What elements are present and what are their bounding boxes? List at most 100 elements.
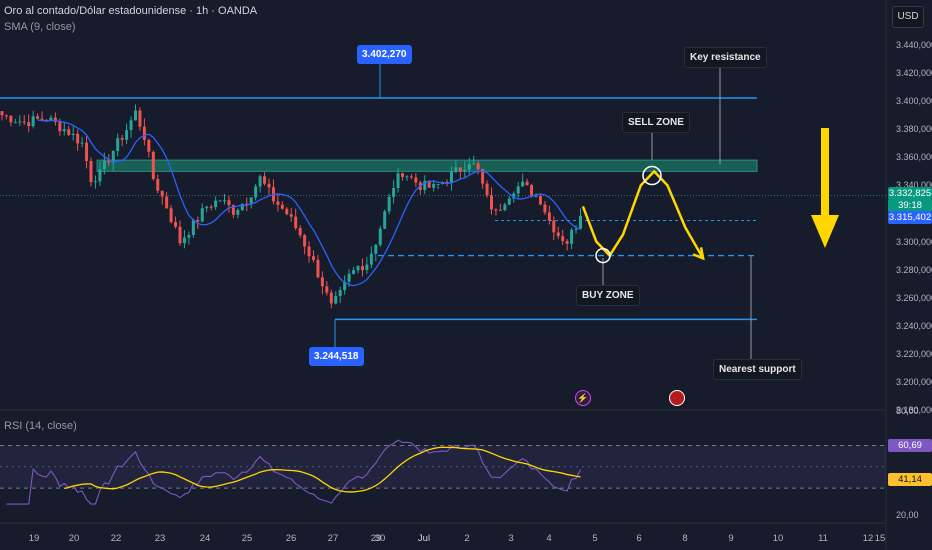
candle xyxy=(120,138,124,140)
rsi-axis-label: 20,00 xyxy=(896,510,919,520)
candle xyxy=(147,139,151,152)
candle xyxy=(254,186,258,198)
currency-button[interactable]: USD xyxy=(892,6,924,28)
candle xyxy=(458,167,462,172)
time-axis-label: 26 xyxy=(285,533,297,544)
candle xyxy=(165,196,169,209)
candle xyxy=(182,237,186,244)
candle xyxy=(401,173,404,177)
candle xyxy=(191,219,195,236)
candle xyxy=(365,264,369,271)
key-resistance-label: Key resistance xyxy=(684,47,767,68)
time-axis-label: 23 xyxy=(154,533,166,544)
time-axis-label: 29 xyxy=(370,533,382,544)
candle xyxy=(169,208,173,223)
candle xyxy=(579,215,582,229)
buy-zone-label: BUY ZONE xyxy=(576,285,640,306)
candle xyxy=(138,110,142,127)
time-axis-label: 25 xyxy=(241,533,253,544)
price-axis-label: 3.400,000 xyxy=(896,96,932,107)
candle xyxy=(405,176,409,178)
candle xyxy=(49,117,53,121)
candle xyxy=(298,228,302,236)
price-axis-label: 3.340,000 xyxy=(896,180,932,191)
candle xyxy=(58,121,62,132)
candle xyxy=(570,229,574,244)
candle xyxy=(13,122,17,124)
price-axis-label: 3.200,000 xyxy=(896,376,932,387)
candle xyxy=(427,180,431,188)
candle xyxy=(503,204,507,211)
candle xyxy=(409,176,413,178)
candle xyxy=(218,200,222,202)
time-axis-label: 3 xyxy=(508,533,514,544)
candle xyxy=(18,121,22,123)
us-flag-event-icon[interactable] xyxy=(669,390,685,406)
candle xyxy=(67,129,71,136)
lightning-event-icon[interactable]: ⚡ xyxy=(575,390,591,406)
candle xyxy=(0,111,4,116)
rsi-indicator-label[interactable]: RSI (14, close) xyxy=(4,420,77,432)
candle xyxy=(329,292,333,304)
candle xyxy=(347,273,351,282)
candle xyxy=(285,208,289,215)
candle xyxy=(512,193,516,199)
candle xyxy=(102,160,106,170)
time-axis-label: Jul xyxy=(417,533,431,544)
candle xyxy=(116,138,120,151)
candle xyxy=(423,180,427,190)
price-axis-label: 3.380,000 xyxy=(896,124,932,135)
candle xyxy=(196,219,200,222)
price-axis-label: 3.300,000 xyxy=(896,236,932,247)
candle xyxy=(62,129,66,132)
time-axis-label: 5 xyxy=(592,533,598,544)
rsi-sma-line xyxy=(64,446,581,493)
candle xyxy=(485,183,489,196)
candle xyxy=(280,204,284,209)
candle xyxy=(387,196,391,212)
candle xyxy=(209,206,213,208)
candle xyxy=(174,222,178,227)
rsi-axis-label: 80,00 xyxy=(896,406,919,416)
price-axis-label: 3.360,000 xyxy=(896,152,932,163)
price-axis-label: 3.260,000 xyxy=(896,292,932,303)
candle xyxy=(107,160,111,163)
candle xyxy=(392,188,396,197)
candle xyxy=(494,209,498,211)
candle xyxy=(574,228,578,230)
candle xyxy=(561,236,565,242)
candle xyxy=(289,214,293,217)
candle xyxy=(276,201,280,205)
candle xyxy=(534,195,538,197)
nearest-support-label: Nearest support xyxy=(713,359,802,380)
candle xyxy=(338,290,342,296)
chart-title: Oro al contado/Dólar estadounidense · 1h… xyxy=(4,5,258,17)
price-axis-panel xyxy=(886,0,932,550)
sma-line xyxy=(37,119,581,287)
candle xyxy=(334,295,338,304)
time-axis-label: 24 xyxy=(199,533,211,544)
time-axis-label: 27 xyxy=(327,533,339,544)
sma-indicator-label[interactable]: SMA (9, close) xyxy=(4,21,76,33)
candle xyxy=(45,119,48,121)
candle xyxy=(31,116,35,127)
candle xyxy=(129,120,133,131)
candle xyxy=(547,212,551,221)
candle xyxy=(4,115,8,117)
candle xyxy=(93,181,97,183)
time-axis-label: 11 xyxy=(818,533,828,544)
candle xyxy=(85,142,89,161)
candle xyxy=(231,205,235,215)
rsi-sma-value-box: 41,14 xyxy=(888,473,932,486)
price-axis-label: 3.180,000 xyxy=(896,405,932,415)
price-axis-label: 3.220,000 xyxy=(896,348,932,359)
candle xyxy=(472,163,476,165)
candle xyxy=(36,116,40,119)
candle xyxy=(316,259,320,278)
time-axis-label: 12 xyxy=(862,533,874,544)
candle xyxy=(53,117,57,122)
time-axis-label: 30 xyxy=(374,533,386,544)
time-axis-label: 8 xyxy=(682,533,688,544)
candle xyxy=(356,266,360,271)
